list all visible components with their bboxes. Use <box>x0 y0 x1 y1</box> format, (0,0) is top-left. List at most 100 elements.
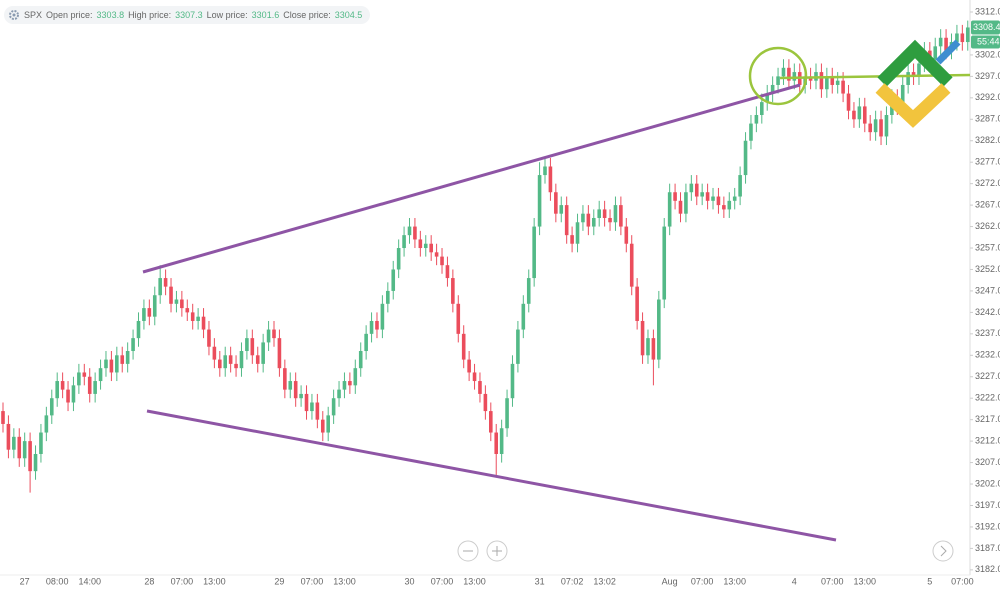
candle-body <box>396 248 401 270</box>
scroll-right-button[interactable] <box>932 540 954 562</box>
candle-body <box>386 290 390 304</box>
x-tick-label: Aug <box>662 576 678 586</box>
candle-body <box>337 389 341 399</box>
candle-body <box>60 381 65 390</box>
candle-body <box>955 33 959 43</box>
candle-body <box>413 226 417 240</box>
logo <box>875 39 961 128</box>
candle-body <box>418 239 423 249</box>
candle-body <box>55 381 59 399</box>
candle-body <box>434 252 439 257</box>
candle-body <box>472 372 477 382</box>
x-tick-label: 13:00 <box>854 576 877 586</box>
candle-body <box>608 217 612 223</box>
y-tick-label: 3217.0 <box>975 414 1000 424</box>
candle-body <box>98 368 103 382</box>
candle-body <box>478 381 482 394</box>
y-tick-label: 3267.0 <box>975 199 1000 209</box>
y-tick-label: 3197.0 <box>975 500 1000 510</box>
candle-body <box>841 80 845 94</box>
candle-body <box>22 441 27 459</box>
candle-body <box>754 115 759 124</box>
candle-body <box>879 119 883 137</box>
candle-body <box>581 213 585 223</box>
candle-body <box>369 320 374 334</box>
candle-body <box>212 346 217 360</box>
candle-body <box>245 338 249 352</box>
candle-body <box>44 415 49 433</box>
logo-yellow <box>875 83 951 128</box>
candle-body <box>846 93 851 111</box>
settings-icon[interactable] <box>8 9 20 21</box>
candle-body <box>543 166 547 176</box>
candle-body <box>743 140 748 176</box>
highlight-circle <box>748 46 808 106</box>
field-label: Low price: <box>206 10 248 20</box>
y-tick-label: 3252.0 <box>975 264 1000 274</box>
candle-body <box>299 393 303 399</box>
field-value: 3303.8 <box>96 10 125 20</box>
candle-body <box>873 119 878 133</box>
candle-body <box>662 226 667 300</box>
x-tick-label: 07:02 <box>561 576 584 586</box>
candle-body <box>218 359 222 369</box>
zoom-in-button[interactable] <box>486 540 508 562</box>
x-tick-label: 13:00 <box>203 576 226 586</box>
candle-body <box>239 351 244 369</box>
scroll-right-circle[interactable] <box>932 540 954 562</box>
y-tick-label: 3287.0 <box>975 114 1000 124</box>
candle-body <box>965 27 970 43</box>
candle-body <box>521 303 526 330</box>
candles <box>1 20 970 493</box>
candle-body <box>315 402 320 420</box>
candle-body <box>494 432 499 454</box>
candle-body <box>716 196 721 206</box>
candle-body <box>505 398 509 429</box>
y-tick-label: 3242.0 <box>975 307 1000 317</box>
lower-trend-line <box>146 409 837 542</box>
candle-body <box>180 299 184 309</box>
candle-body <box>862 106 867 124</box>
candle-body <box>255 355 260 364</box>
candle-body <box>348 381 352 386</box>
y-tick-label: 3282.0 <box>975 135 1000 145</box>
x-tick-label: 27 <box>20 576 30 586</box>
candle-body <box>678 200 683 214</box>
candle-body <box>868 123 872 133</box>
candle-body <box>71 385 76 403</box>
candle-body <box>364 333 368 352</box>
candle-body <box>787 67 791 81</box>
candle-body <box>597 209 601 218</box>
candle-body <box>564 205 569 236</box>
upper-trend-line <box>142 83 801 274</box>
candle-body <box>835 80 840 85</box>
x-tick-label: 07:00 <box>691 576 714 586</box>
candle-body <box>331 398 336 416</box>
candle-body <box>554 192 558 214</box>
candle-body <box>619 205 623 227</box>
candle-body <box>293 381 298 399</box>
candle-body <box>732 196 737 201</box>
y-tick-label: 3262.0 <box>975 221 1000 231</box>
candle-body <box>765 93 770 103</box>
candle-body <box>407 226 412 236</box>
candle-body <box>781 67 786 77</box>
y-tick-label: 3297.0 <box>975 71 1000 81</box>
candle-body <box>537 175 542 227</box>
scroll-right-icon[interactable] <box>940 545 947 557</box>
candle-body <box>591 217 596 227</box>
candle-body <box>380 303 385 330</box>
candle-body <box>938 37 943 47</box>
candle-body <box>700 192 704 197</box>
candle-body <box>467 359 471 373</box>
x-tick-label: 31 <box>535 576 545 586</box>
candle-body <box>196 316 200 321</box>
y-tick-label: 3277.0 <box>975 157 1000 167</box>
candle-body <box>694 183 699 197</box>
candle-body <box>489 411 493 433</box>
y-tick-label: 3247.0 <box>975 285 1000 295</box>
candle-body <box>174 299 179 304</box>
candle-body <box>375 320 379 330</box>
zoom-out-button[interactable] <box>457 540 479 562</box>
candle-body <box>548 166 553 193</box>
